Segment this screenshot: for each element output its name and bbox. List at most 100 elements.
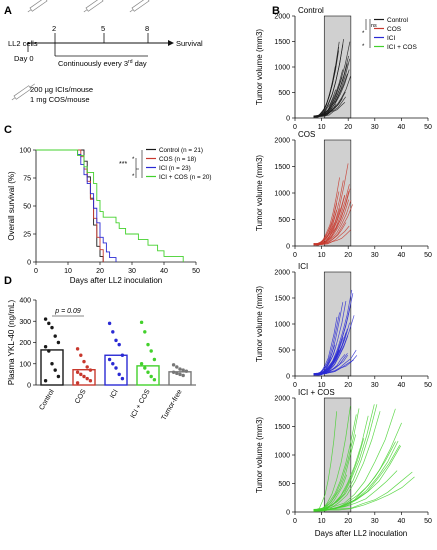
panel-a-schedule: LL2 cells Day 0 2 5 8 Survival Continuou… xyxy=(8,0,203,104)
subpanel-title: COS xyxy=(298,130,315,139)
data-point xyxy=(181,373,185,378)
tumor-growth-curve xyxy=(313,301,347,375)
x-tick-label: 40 xyxy=(398,252,406,259)
subpanel-title: ICI + COS xyxy=(298,388,335,397)
tumor-growth-curve xyxy=(313,411,381,511)
tumor-growth-curve xyxy=(313,350,340,376)
legend-label: COS (n = 18) xyxy=(159,156,196,163)
y-tick-label: 0 xyxy=(27,383,31,390)
data-point xyxy=(117,342,121,347)
panel-letter-b: B xyxy=(272,5,280,17)
sig-label: *** xyxy=(119,161,127,168)
x-tick-label: 50 xyxy=(424,382,432,389)
syringe-icon xyxy=(129,0,150,13)
x-tick-label: 40 xyxy=(160,268,168,275)
y-tick-label: 300 xyxy=(19,319,31,326)
y-tick-label: 500 xyxy=(278,481,290,488)
data-point xyxy=(111,330,115,334)
syringe-icon xyxy=(83,0,104,13)
tumor-growth-curve xyxy=(313,69,350,118)
data-point xyxy=(117,372,121,377)
y-tick-label: 0 xyxy=(286,244,290,251)
data-point xyxy=(146,342,150,347)
dose-line-1: 200 µg ICIs/mouse xyxy=(30,85,93,94)
x-tick-label: 0 xyxy=(34,268,38,275)
y-tick-label: 1000 xyxy=(274,191,290,198)
data-point xyxy=(82,374,86,379)
data-point xyxy=(175,365,179,369)
data-point xyxy=(50,325,54,330)
data-point xyxy=(139,320,144,325)
y-tick-label: 500 xyxy=(278,348,290,355)
data-point xyxy=(146,370,150,374)
x-tick-label: 10 xyxy=(318,382,326,389)
legend-label: Control xyxy=(387,17,409,24)
dose-line-2: 1 mg COS/mouse xyxy=(30,95,90,104)
tumor-growth-curve xyxy=(313,470,398,512)
tumor-growth-curve xyxy=(313,355,358,376)
y-tick-label: 100 xyxy=(19,361,31,368)
category-label: COS xyxy=(74,388,88,405)
category-label: ICI xyxy=(109,388,120,399)
data-point xyxy=(184,369,189,373)
x-tick-label: 50 xyxy=(424,518,432,525)
x-tick-label: 20 xyxy=(344,518,352,525)
data-point xyxy=(85,376,89,381)
y-axis-label: Tumor volume (mm3) xyxy=(255,417,264,493)
y-tick-label: 1500 xyxy=(274,39,290,46)
subpanel-title: ICI xyxy=(298,262,308,271)
p-value-label: p = 0.09 xyxy=(54,308,81,315)
panel-c-survival-chart: 0 10 20 30 40 50 0 25 50 75 100 Overall survival (%… xyxy=(7,147,212,285)
data-point xyxy=(171,370,176,374)
x-tick-label: 30 xyxy=(128,268,136,275)
y-tick-label: 100 xyxy=(19,148,31,155)
y-tick-label: 0 xyxy=(286,374,290,381)
legend-label: ICI (n = 23) xyxy=(159,165,191,172)
data-point xyxy=(152,357,157,362)
y-axis-label: Tumor volume (mm3) xyxy=(255,286,264,362)
treatment-window xyxy=(323,15,352,119)
y-axis-label: Overall survival (%) xyxy=(7,171,16,241)
x-tick-label: 20 xyxy=(344,124,352,131)
tumor-subpanel: 0 500 1000 1500 2000 0 10 20 30 40 50 ICI Tumor volu… xyxy=(255,262,432,389)
y-tick-label: 1500 xyxy=(274,296,290,303)
x-axis-label: Days after LL2 inoculation xyxy=(315,529,408,538)
tumor-growth-curve xyxy=(313,91,346,118)
data-point xyxy=(178,367,182,371)
x-tick-label: 30 xyxy=(371,382,379,389)
data-point xyxy=(114,338,118,343)
x-tick-label: 50 xyxy=(424,124,432,131)
x-tick-label: 40 xyxy=(398,518,406,525)
legend-label: ICI + COS (n = 20) xyxy=(159,174,212,181)
continuous-label: Continuously every 3rd day xyxy=(58,59,147,68)
y-tick-label: 25 xyxy=(23,232,31,239)
y-tick-label: 75 xyxy=(23,176,31,183)
x-tick-label: 0 xyxy=(293,252,297,259)
tumor-subpanel: 0 500 1000 1500 2000 0 10 20 30 40 50 COS Tumor volu… xyxy=(255,130,432,259)
x-axis-label: Days after LL2 inoculation xyxy=(70,276,163,285)
survival-label: Survival xyxy=(176,39,203,48)
category-label: Control xyxy=(38,388,56,411)
x-tick-label: 20 xyxy=(344,382,352,389)
y-axis-label: Plasma YKL-40 (ng/mL) xyxy=(7,300,16,386)
data-point xyxy=(56,374,61,379)
timeline-arrowhead xyxy=(168,40,174,46)
data-point xyxy=(149,349,153,353)
data-point xyxy=(171,363,176,367)
syringe-icon xyxy=(11,83,36,101)
y-tick-label: 2000 xyxy=(274,138,290,145)
tumor-growth-curve xyxy=(313,322,350,375)
day-2-label: 2 xyxy=(52,24,56,33)
bar xyxy=(104,354,128,386)
sig-label: * xyxy=(132,174,135,180)
day0-label: Day 0 xyxy=(14,54,34,63)
survival-curve xyxy=(36,149,104,262)
data-point xyxy=(56,340,61,345)
data-point xyxy=(114,366,118,370)
survival-curve xyxy=(36,149,104,262)
syringe-icon xyxy=(27,0,48,13)
tumor-subpanel: 0 500 1000 1500 2000 0 10 20 30 40 50 Control Tumor … xyxy=(255,6,432,131)
sig-label: ns xyxy=(371,23,377,29)
